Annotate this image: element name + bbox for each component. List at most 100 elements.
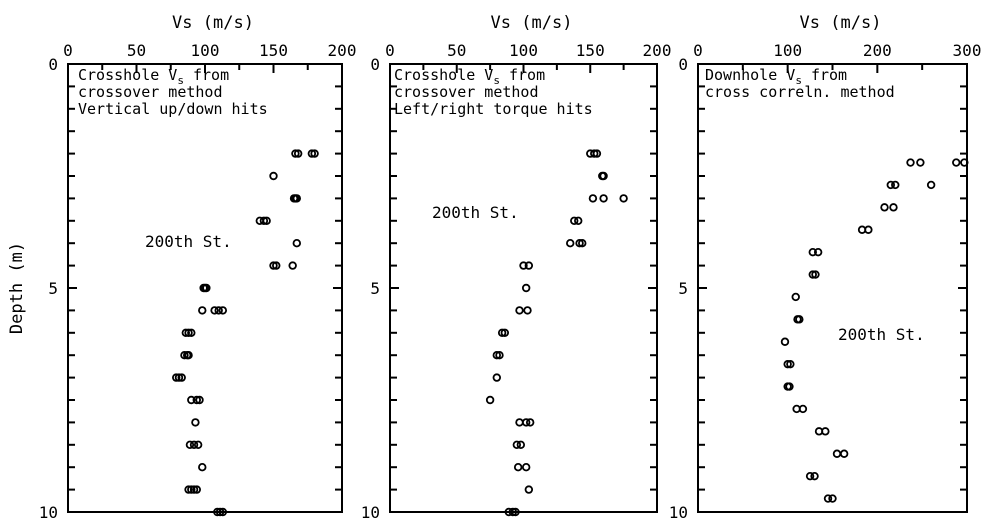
annotation-line: crossover method bbox=[78, 83, 223, 101]
x-tick-label: 150 bbox=[576, 41, 605, 60]
data-point bbox=[783, 359, 792, 369]
y-tick-label: 0 bbox=[48, 55, 58, 74]
plot-frame bbox=[697, 63, 968, 513]
data-point bbox=[184, 328, 193, 337]
data-point bbox=[926, 180, 936, 190]
data-point bbox=[180, 351, 189, 360]
data-point bbox=[174, 373, 184, 382]
annotation-line: Vertical up/down hits bbox=[78, 100, 268, 118]
data-point bbox=[500, 328, 510, 337]
data-point bbox=[193, 440, 203, 449]
data-point bbox=[521, 418, 531, 427]
x-tick-label: 0 bbox=[693, 41, 703, 60]
y-tick-label: 0 bbox=[678, 55, 688, 74]
site-label: 200th St. bbox=[145, 232, 232, 251]
data-point bbox=[575, 238, 584, 248]
annotation-line: cross correln. method bbox=[705, 83, 895, 101]
data-point bbox=[864, 225, 873, 234]
data-point bbox=[566, 238, 575, 248]
x-tick-label: 100 bbox=[773, 41, 802, 60]
plot-frame bbox=[67, 63, 343, 513]
data-point bbox=[592, 149, 602, 158]
data-point bbox=[960, 158, 969, 167]
data-point bbox=[813, 247, 823, 257]
data-point bbox=[215, 507, 225, 517]
data-point bbox=[588, 194, 598, 203]
data-point bbox=[515, 418, 524, 427]
data-point bbox=[880, 203, 889, 212]
data-point bbox=[189, 440, 199, 449]
data-point bbox=[210, 306, 219, 315]
data-point bbox=[292, 194, 301, 203]
annotation-line: Crosshole Vs from bbox=[394, 66, 545, 87]
data-point bbox=[516, 440, 526, 449]
data-point bbox=[259, 216, 269, 225]
data-point bbox=[181, 328, 191, 337]
data-point bbox=[821, 427, 830, 436]
data-point bbox=[262, 216, 271, 225]
x-tick-label: 150 bbox=[259, 41, 288, 60]
data-point bbox=[523, 306, 532, 315]
data-point bbox=[195, 395, 204, 405]
data-point bbox=[202, 283, 211, 293]
data-point bbox=[192, 485, 201, 494]
data-point bbox=[184, 485, 193, 494]
data-point bbox=[177, 373, 186, 382]
data-point bbox=[269, 261, 278, 270]
data-point bbox=[599, 194, 608, 203]
data-point bbox=[269, 171, 278, 181]
data-point bbox=[293, 149, 303, 158]
data-point bbox=[307, 149, 317, 158]
data-point bbox=[795, 315, 804, 324]
data-point bbox=[508, 507, 518, 517]
data-point bbox=[808, 247, 817, 257]
data-point bbox=[485, 395, 495, 405]
x-tick-label: 300 bbox=[953, 41, 982, 60]
x-axis-label: Vs (m/s) bbox=[172, 13, 254, 33]
annotation-line: Crosshole Vs from bbox=[78, 66, 229, 87]
data-point bbox=[187, 485, 196, 494]
site-label: 200th St. bbox=[432, 203, 519, 222]
data-point bbox=[952, 158, 961, 167]
chart-panel-3: 0 100 200 300 Vs (m/s) 0 5 10 Downhole Vs fromcr… bbox=[669, 13, 982, 522]
data-point bbox=[906, 158, 915, 167]
data-point bbox=[189, 485, 199, 494]
data-point bbox=[810, 471, 819, 481]
x-tick-label: 100 bbox=[509, 41, 538, 60]
data-point bbox=[525, 418, 535, 427]
y-tick-label: 10 bbox=[361, 503, 380, 522]
data-point bbox=[524, 485, 534, 494]
data-point bbox=[172, 373, 181, 382]
x-tick-label: 100 bbox=[191, 41, 220, 60]
y-axis-label: Depth (m) bbox=[7, 242, 27, 334]
chart-panel-2: 0 50 100 150 200 Vs (m/s) 0 5 10 Crosshole Vs fro… bbox=[361, 13, 672, 522]
data-point bbox=[832, 449, 842, 458]
data-point bbox=[187, 395, 196, 405]
y-tick-label: 10 bbox=[669, 503, 688, 522]
data-point bbox=[521, 283, 531, 293]
data-point bbox=[791, 292, 800, 302]
data-point bbox=[599, 171, 608, 181]
annotation-line: Downhole Vs from bbox=[705, 66, 847, 87]
data-point bbox=[288, 261, 297, 270]
data-point bbox=[198, 306, 207, 315]
x-tick-label: 200 bbox=[863, 41, 892, 60]
data-point bbox=[889, 203, 898, 212]
x-tick-label: 50 bbox=[447, 41, 466, 60]
x-tick-label: 0 bbox=[63, 41, 73, 60]
data-point bbox=[805, 471, 815, 481]
data-point bbox=[808, 270, 817, 279]
data-point bbox=[524, 261, 534, 270]
y-tick-label: 5 bbox=[370, 279, 380, 298]
data-point bbox=[214, 306, 223, 315]
data-point bbox=[619, 194, 628, 203]
data-point bbox=[187, 328, 196, 337]
data-point bbox=[519, 261, 528, 270]
data-point bbox=[780, 337, 790, 346]
data-point bbox=[574, 216, 583, 225]
y-tick-label: 10 bbox=[39, 503, 58, 522]
data-point bbox=[823, 494, 833, 503]
annotation-line: Left/right torque hits bbox=[394, 100, 593, 118]
data-point bbox=[495, 351, 504, 360]
